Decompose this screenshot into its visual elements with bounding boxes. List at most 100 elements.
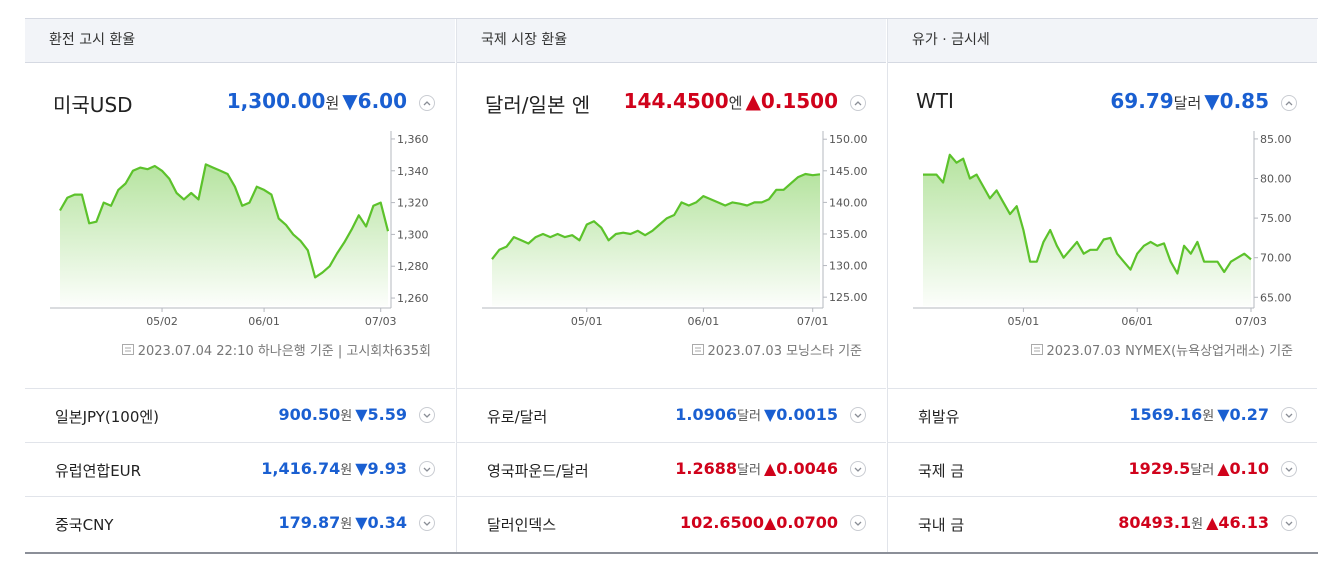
value: 1,300.00원 ▼6.00 [227,89,407,113]
price: 69.79 [1110,89,1174,113]
value: 1929.5달러 ▲0.10 [1129,459,1269,478]
toggle-button[interactable] [419,407,435,423]
y-tick-label: 1,360 [397,133,429,146]
change: ▼5.59 [355,405,407,424]
rate-name: 달러인덱스 [487,516,557,534]
source-icon [691,344,704,355]
x-tick-label: 06/01 [248,315,280,328]
value: 102.6500▲0.0700 [680,513,838,532]
rate-row: 국내 금 80493.1원 ▲46.13 [888,496,1317,551]
y-tick-label: 85.00 [1260,133,1292,146]
x-tick-label: 05/02 [146,315,178,328]
source-text: 2023.07.03 NYMEX(뉴욕상업거래소) 기준 [1046,344,1293,359]
price: 179.87 [278,513,341,532]
change: ▲46.13 [1206,513,1269,532]
toggle-button[interactable] [850,95,866,111]
panel: 국제 시장 환율 달러/일본 엔 144.4500엔 ▲0.1500 125.00 130… [456,19,886,552]
chevron [854,101,862,106]
line-chart: 1,260 1,280 1,300 1,320 1,340 1,360 05/02 06/01… [50,131,429,328]
x-tick-label: 05/01 [1008,315,1040,328]
y-tick-label: 70.00 [1260,252,1292,265]
rate-name: 유럽연합EUR [55,462,142,480]
price: 1.0906 [675,405,738,424]
y-tick-label: 1,340 [397,165,429,178]
change: ▼6.00 [342,89,407,113]
chevron [1285,101,1293,106]
panel-header: 국제 시장 환율 [457,19,886,63]
source-icon [121,344,134,355]
panel-title: WTI [916,89,954,113]
y-tick-label: 125.00 [829,291,868,304]
x-tick-label: 07/03 [365,315,397,328]
rate-list: 유로/달러 1.0906달러 ▼0.0015 영국파운드/달러 1.2688달러 ▲0.0… [457,388,886,552]
value: 1569.16원 ▼0.27 [1129,405,1269,424]
toggle-button[interactable] [850,515,866,531]
rate-list: 일본JPY(100엔) 900.50원 ▼5.59 유럽연합EUR 1,416.74원 ▼… [25,388,455,552]
source-text: 2023.07.03 모닝스타 기준 [707,344,862,359]
x-tick-label: 05/01 [571,315,603,328]
chevron-line [1285,521,1293,526]
chevron-line [423,101,431,106]
x-tick-label: 07/03 [1235,315,1267,328]
toggle-button[interactable] [1281,95,1297,111]
source-icon [1030,344,1043,355]
toggle-button[interactable] [419,461,435,477]
unit: 원 [1202,409,1215,424]
unit: 달러 [1190,463,1215,478]
area [492,174,820,306]
chevron-line [423,467,431,472]
toggle-button[interactable] [1281,407,1297,423]
change: ▼0.0015 [763,405,838,424]
rate-widget: 환전 고시 환율 미국USD 1,300.00원 ▼6.00 1,260 1,280 1,3… [25,18,1318,554]
icon-box [1030,344,1043,355]
x-tick-label: 07/01 [797,315,829,328]
toggle-button[interactable] [850,461,866,477]
change: ▼9.93 [355,459,407,478]
y-tick-label: 1,300 [397,228,429,241]
price: 1929.5 [1128,459,1191,478]
price: 1.2688 [675,459,738,478]
value: 1,416.74원 ▼9.93 [261,459,407,478]
toggle-button[interactable] [419,515,435,531]
toggle-button[interactable] [1281,461,1297,477]
value: 144.4500엔 ▲0.1500 [624,89,838,113]
y-tick-label: 150.00 [829,133,868,146]
chevron-line [1285,101,1293,106]
toggle-button[interactable] [419,95,435,111]
unit: 달러 [737,463,761,478]
price: 144.4500 [623,89,729,113]
toggle-button[interactable] [1281,515,1297,531]
change: ▲0.10 [1217,459,1269,478]
y-tick-label: 80.00 [1260,173,1292,186]
x-tick-label: 06/01 [1121,315,1153,328]
icon-box [121,344,134,355]
chevron [423,467,431,472]
chevron [1285,521,1293,526]
panel-header: 유가 · 금시세 [888,19,1317,63]
y-tick-label: 1,320 [397,197,429,210]
source: 2023.07.03 NYMEX(뉴욕상업거래소) 기준 [1030,340,1293,359]
unit: 달러 [737,409,761,424]
rate-list: 휘발유 1569.16원 ▼0.27 국제 금 1929.5달러 ▲0.10 국내 금 804… [888,388,1317,552]
value: 179.87원 ▼0.34 [279,513,408,532]
rate-row: 영국파운드/달러 1.2688달러 ▲0.0046 [457,442,886,497]
line [491,172,821,260]
change: ▲0.1500 [745,89,838,113]
panel: 환전 고시 환율 미국USD 1,300.00원 ▼6.00 1,260 1,280 1,3… [25,19,455,552]
rate-name: 유로/달러 [487,408,548,426]
panel-title: 달러/일본 엔 [485,93,591,117]
change: ▲0.0046 [763,459,838,478]
rate-row: 달러인덱스 102.6500▲0.0700 [457,496,886,551]
price: 1569.16 [1129,405,1203,424]
rate-row: 일본JPY(100엔) 900.50원 ▼5.59 [25,388,455,443]
rate-row: 중국CNY 179.87원 ▼0.34 [25,496,455,551]
price: 102.6500 [679,513,764,532]
toggle-button[interactable] [850,407,866,423]
chevron [423,521,431,526]
rate-name: 국제 금 [918,462,965,480]
y-tick-label: 75.00 [1260,212,1292,225]
icon-box [691,344,704,355]
unit: 원 [340,463,353,478]
change: ▼0.27 [1217,405,1269,424]
